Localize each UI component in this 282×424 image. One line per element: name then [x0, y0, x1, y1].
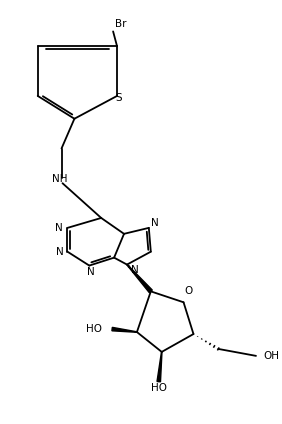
Text: OH: OH — [263, 351, 279, 361]
Text: O: O — [184, 286, 193, 296]
Text: Br: Br — [115, 20, 127, 30]
Text: S: S — [116, 93, 122, 103]
Polygon shape — [157, 352, 162, 382]
Text: HO: HO — [86, 324, 102, 334]
Text: N: N — [87, 267, 95, 276]
Text: N: N — [55, 223, 63, 233]
Polygon shape — [112, 327, 137, 332]
Text: N: N — [151, 218, 158, 228]
Text: HO: HO — [151, 382, 167, 393]
Polygon shape — [127, 265, 152, 293]
Text: N: N — [131, 265, 139, 275]
Text: NH: NH — [52, 174, 67, 184]
Text: N: N — [56, 247, 63, 257]
